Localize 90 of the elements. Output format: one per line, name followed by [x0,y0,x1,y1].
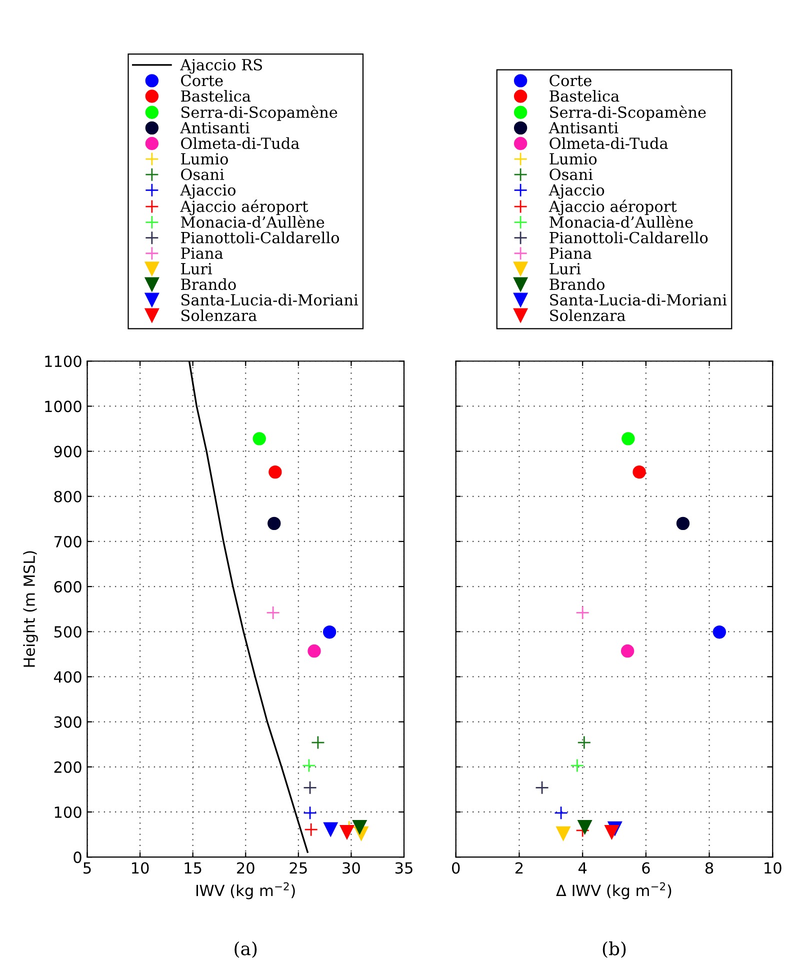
legend-label: Ajaccio aéroport [180,200,308,216]
point [576,606,590,620]
legend-label: Olmeta-di-Tuda [550,137,668,150]
legend-label: Brando [181,278,236,290]
legend-label: Ajaccio aéroport [548,200,677,216]
legend-label: Osani [181,168,224,180]
legend-label: Lumio [550,153,597,165]
x-axis-title: IWV (kg m$^{−2}$) [196,882,295,900]
point [302,758,316,772]
x-tick-label: 2 [515,862,523,874]
point [266,606,280,620]
point [578,820,592,835]
point [577,736,592,750]
point [535,780,549,795]
legend-label: Lumio [181,153,228,165]
y-tick-label: 500 [54,626,82,638]
point [322,625,336,639]
point [604,824,620,840]
point [303,780,317,795]
legend-label: Brando [550,278,605,290]
legend-label: Bastelica [181,90,251,102]
legend-label: Monacia-d’Aullène [180,215,324,228]
x-tick-label: 30 [342,862,360,874]
x-tick-label: 10 [764,862,782,874]
y-tick-label: 100 [54,806,82,818]
legend-label: Bastelica [550,90,620,102]
y-tick-label: 1000 [45,400,82,412]
legend-label: Olmeta-di-Tuda [181,137,300,150]
legend-label: Santa-Lucia-di-Moriani [181,294,358,306]
y-tick-label: 900 [54,446,82,458]
x-tick-label: 5 [84,862,91,874]
point [252,432,266,446]
legend-label: Pianottoli-Caldarello [181,232,340,244]
x-axis-title: Δ IWV (kg m$^{−2}$) [556,882,672,900]
legend-label: Antisanti [180,122,250,134]
legend-label: Corte [550,74,592,86]
x-tick-label: 15 [184,862,202,874]
y-tick-label: 600 [54,581,82,593]
x-tick-label: 4 [578,862,587,874]
y-axis-title: Height (m MSL) [23,551,38,667]
point [308,644,321,658]
legend-label: Corte [181,74,223,86]
legend-label: Ajaccio RS [180,58,262,74]
point [676,516,690,530]
x-tick-label: 10 [132,862,149,874]
point [311,736,325,750]
y-tick-label: 1100 [45,356,82,368]
point [554,806,568,820]
point [304,822,318,837]
point [352,820,367,835]
point [712,625,726,639]
point [268,516,281,530]
legend-label: Osani [550,168,593,180]
point [570,758,584,772]
legend-label: Santa-Lucia-di-Moriani [550,294,727,306]
x-tick-label: 35 [395,862,412,874]
x-tick-label: 6 [642,862,650,874]
point [303,806,317,820]
y-tick-label: 300 [54,716,82,728]
y-tick-label: 800 [54,490,82,502]
text: (a) [234,941,257,958]
point [620,644,634,658]
point [632,465,646,479]
x-tick-label: 8 [705,862,714,874]
legend-label: Piana [181,247,223,259]
text: (b) [602,941,626,958]
y-tick-label: 700 [54,536,82,548]
legend-label: Luri [181,263,212,274]
legend-label: Solenzara [181,309,257,322]
legend-label: Serra-di-Scopamène [550,106,706,121]
legend-label: Luri [550,263,581,274]
legend-label: Piana [550,247,592,259]
point [622,432,635,446]
point [340,824,354,840]
point [323,822,338,837]
y-tick-label: 400 [54,671,82,683]
legend-label: Pianottoli-Caldarello [550,232,708,244]
x-tick-label: 0 [452,862,460,874]
legend-label: Solenzara [550,309,626,322]
y-tick-label: 200 [54,761,82,773]
point [556,826,571,841]
legend-label: Antisanti [548,122,618,134]
legend-label: Ajaccio [180,184,236,199]
x-tick-label: 25 [290,862,307,874]
legend-label: Ajaccio [548,184,604,199]
x-tick-label: 20 [237,862,254,874]
y-tick-label: 0 [74,852,82,864]
legend-label: Serra-di-Scopamène [181,106,338,121]
point [268,465,282,479]
legend-label: Monacia-d’Aullène [550,215,693,228]
